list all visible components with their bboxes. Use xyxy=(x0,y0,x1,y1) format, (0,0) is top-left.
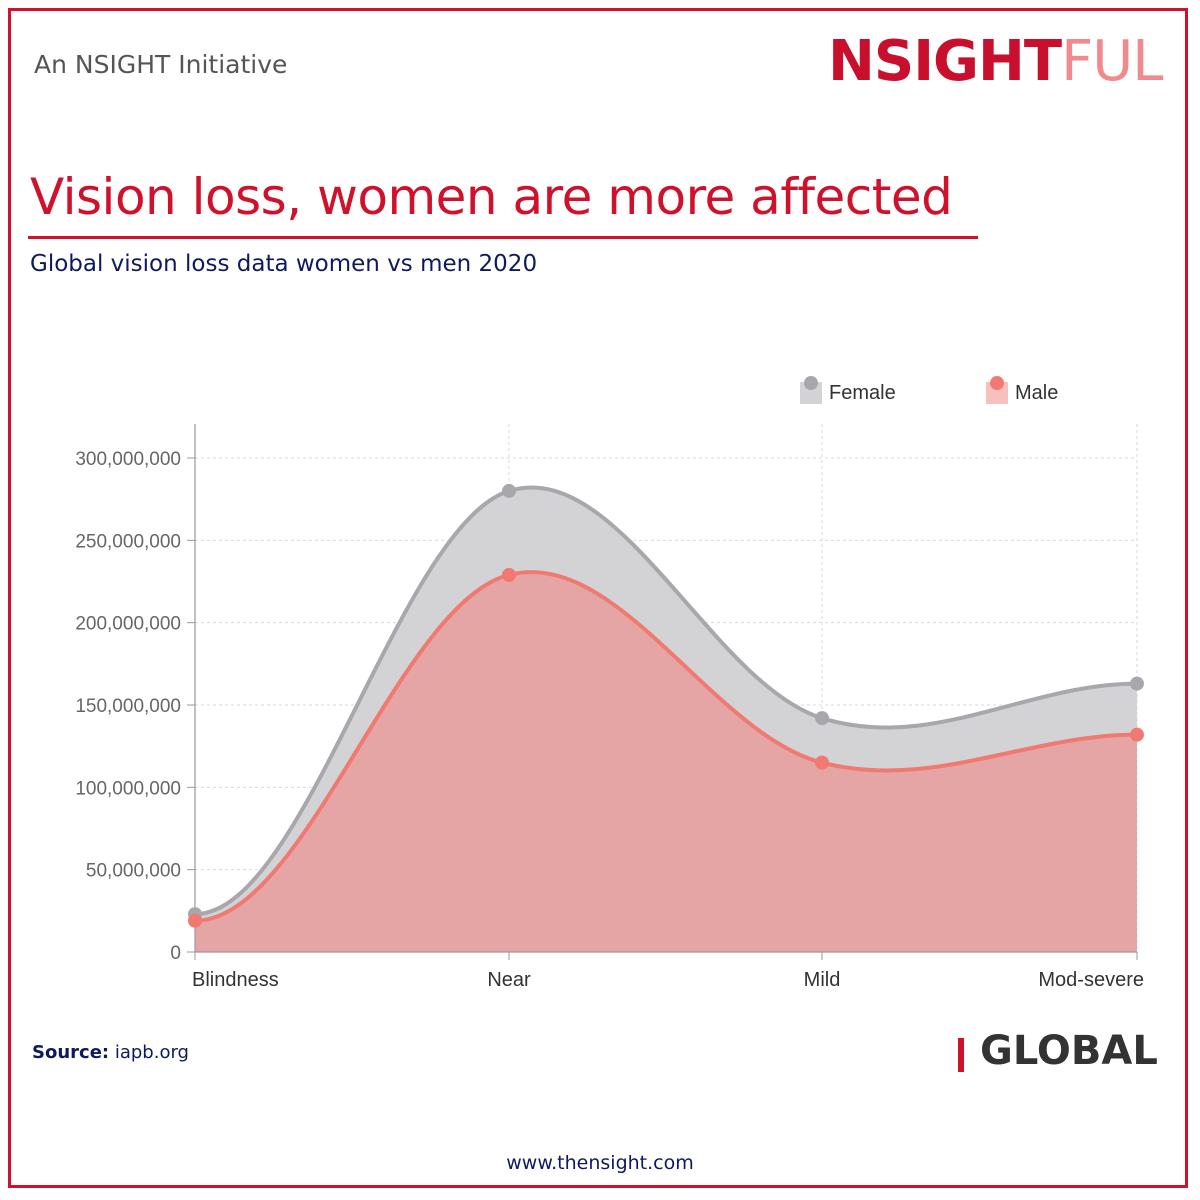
chart-subtitle: Global vision loss data women vs men 202… xyxy=(30,251,538,277)
initiative-label: An NSIGHT Initiative xyxy=(34,50,288,79)
chart-labels: 0 50,000,000 100,000,000 150,000,000 200,000… xyxy=(75,449,1144,991)
region-label: GLOBAL xyxy=(980,1028,1158,1074)
y-tick-label: 100,000,000 xyxy=(75,778,181,799)
x-tick-label: Blindness xyxy=(192,969,279,991)
x-tick-label: Mod-severe xyxy=(1038,969,1144,991)
website-link[interactable]: www.thensight.com xyxy=(506,1152,694,1174)
point-male xyxy=(502,567,516,582)
point-female xyxy=(502,483,516,498)
legend-label-male: Male xyxy=(1015,382,1059,404)
legend-marker-female xyxy=(804,376,818,390)
point-female xyxy=(815,711,829,726)
source-label: Source: xyxy=(32,1042,110,1063)
x-tick-label: Near xyxy=(487,969,531,991)
source-value: iapb.org xyxy=(114,1042,189,1063)
legend-label-female: Female xyxy=(829,382,896,404)
y-tick-label: 150,000,000 xyxy=(75,696,181,717)
x-tick-label: Mild xyxy=(804,969,841,991)
region-accent-bar xyxy=(958,1038,964,1072)
line-male xyxy=(194,570,1138,923)
nsightful-logo: NSIGHTFUL xyxy=(828,34,1163,90)
line-female xyxy=(194,485,1138,917)
legend-marker-male xyxy=(990,376,1004,390)
y-tick-label: 50,000,000 xyxy=(86,861,181,882)
chart-title: Vision loss, women are more affected xyxy=(30,168,953,226)
page-frame xyxy=(8,8,1188,1188)
chart-points xyxy=(188,483,1144,928)
point-male xyxy=(815,755,829,770)
logo-main-text: NSIGHT xyxy=(828,29,1062,94)
title-underline xyxy=(28,236,978,239)
logo-tail-text: FUL xyxy=(1061,29,1163,94)
y-tick-label: 200,000,000 xyxy=(75,614,181,635)
y-tick-label: 0 xyxy=(170,943,181,964)
point-male xyxy=(188,913,202,928)
chart-axes xyxy=(187,424,1138,960)
point-female xyxy=(1130,676,1144,691)
chart-areas xyxy=(194,485,1138,952)
y-tick-label: 300,000,000 xyxy=(75,449,181,470)
y-tick-label: 250,000,000 xyxy=(75,531,181,552)
source-note: Source: iapb.org xyxy=(32,1042,189,1063)
point-male xyxy=(1130,727,1144,742)
area-male xyxy=(195,572,1137,952)
